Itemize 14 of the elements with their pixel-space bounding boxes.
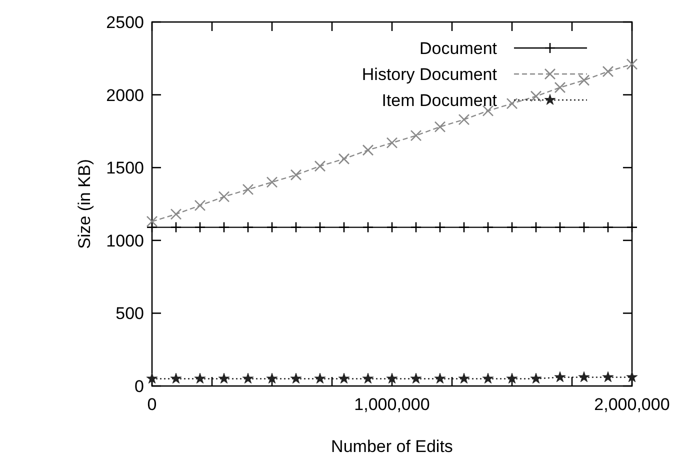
y-tick-label: 1000 [106,231,144,250]
x-axis-title: Number of Edits [331,437,453,456]
legend-label: Item Document [382,90,498,110]
x-tick-label: 2,000,000 [594,395,670,414]
legend-label: History Document [362,64,498,84]
legend-label: Document [420,38,498,58]
y-axis-title: Size (in KB) [75,159,94,249]
y-tick-label: 2000 [106,86,144,105]
x-tick-label: 0 [147,395,157,414]
y-tick-label: 0 [134,376,144,396]
y-tick-label: 2500 [106,12,144,32]
y-tick-label: 1500 [106,158,144,178]
x-tick-label: 1,000,000 [354,395,430,414]
y-tick-label: 500 [116,304,144,324]
